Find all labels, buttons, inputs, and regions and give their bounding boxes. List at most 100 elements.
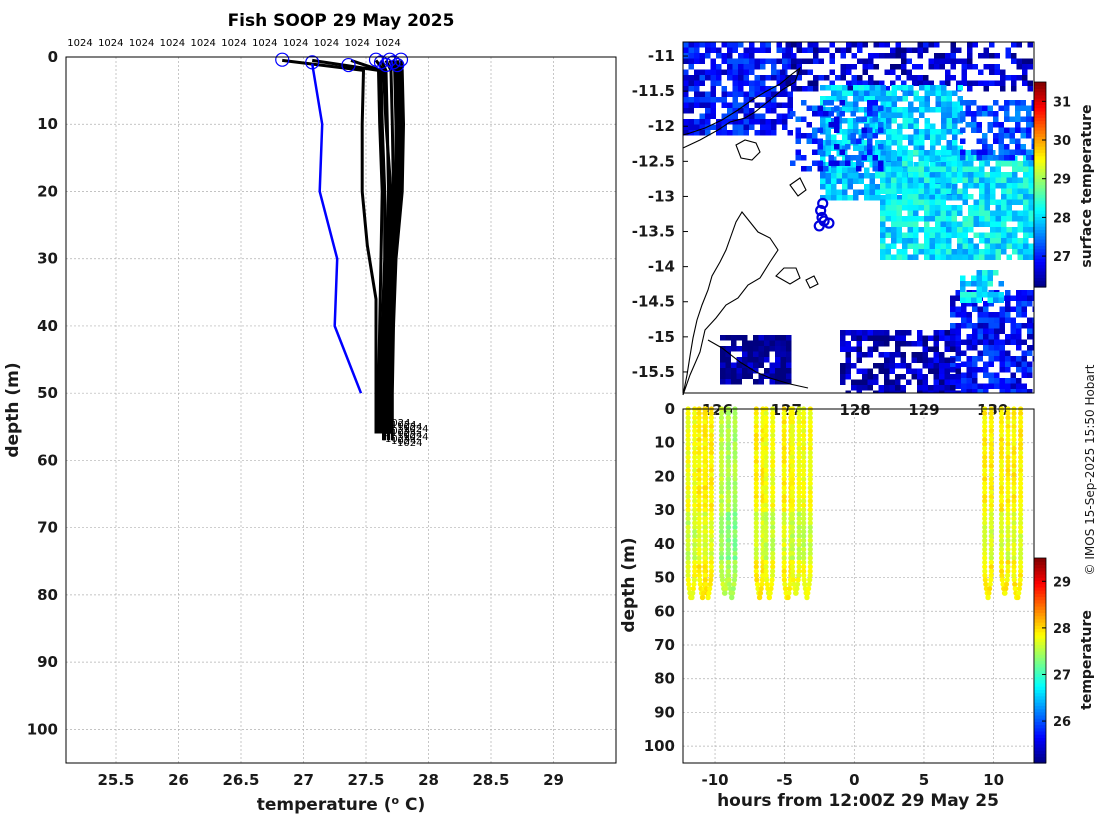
depth-time-point (781, 480, 787, 487)
sst-pixel (983, 53, 989, 59)
sst-pixel (995, 161, 1001, 167)
sst-pixel (993, 133, 999, 139)
sst-pixel (918, 177, 924, 183)
sst-pixel (908, 134, 914, 140)
sst-pixel (950, 335, 956, 341)
sst-pixel (1028, 210, 1034, 216)
depth-time-point (796, 511, 802, 517)
depth-time-point (793, 590, 799, 596)
temperature-colorbar-segment (1034, 695, 1046, 700)
depth-time-point (718, 520, 725, 526)
sst-pixel (933, 374, 939, 380)
depth-time-point (998, 467, 1005, 473)
sst-pixel (710, 75, 716, 81)
sst-pixel (895, 47, 901, 53)
depth-time-point (988, 445, 994, 451)
sst-pixel (824, 75, 830, 81)
sst-pixel (924, 183, 930, 189)
sst-pixel (845, 363, 851, 369)
sst-pixel (908, 173, 914, 179)
depth-time-point (753, 454, 759, 460)
depth-time-point (708, 437, 715, 443)
sst-pixel (1006, 227, 1012, 233)
sst-pixel (907, 221, 913, 227)
sst-pixel (891, 183, 897, 189)
sst-pixel (908, 107, 914, 113)
sst-pixel (856, 155, 862, 161)
depth-time-point (725, 537, 732, 544)
sst-pixel (999, 328, 1005, 334)
depth-time-point (696, 454, 702, 460)
depth-time-point (702, 524, 708, 530)
sst-pixel (787, 64, 793, 70)
sst-pixel (906, 379, 912, 385)
sst-pixel (983, 372, 989, 378)
sst-pixel (950, 346, 956, 352)
sst-pixel (983, 383, 989, 389)
sst-pixel (842, 85, 848, 91)
sst-pixel (1020, 149, 1026, 155)
sst-pixel (791, 75, 797, 81)
depth-time-point (763, 546, 769, 552)
depth-time-point (988, 555, 994, 561)
sst-pixel (1028, 227, 1034, 233)
sst-pixel (796, 69, 802, 75)
sst-pixel (962, 238, 968, 244)
sst-pixel (933, 368, 939, 374)
sst-pixel (913, 166, 919, 172)
sst-pixel (941, 156, 947, 162)
sst-pixel (960, 138, 966, 144)
depth-time-point (1005, 454, 1011, 460)
sst-pixel (973, 254, 979, 260)
sst-pixel (1011, 75, 1017, 81)
sst-pixel (884, 374, 890, 380)
sst-pixel (907, 199, 913, 205)
sst-pixel (836, 178, 842, 184)
sst-pixel (851, 75, 857, 81)
depth-time-point (999, 572, 1005, 579)
sst-pixel (989, 42, 995, 48)
depth-time-point (692, 516, 698, 522)
sst-pixel (988, 323, 994, 329)
sst-pixel (907, 227, 913, 233)
sst-pixel (891, 134, 897, 140)
sst-pixel (736, 368, 742, 374)
sst-colorbar-segment (1034, 133, 1046, 138)
sst-pixel (785, 80, 791, 86)
sst-pixel (694, 124, 700, 130)
depth-time-point (1005, 564, 1011, 570)
sst-pixel (880, 96, 886, 102)
sst-pixel (853, 129, 859, 135)
top-drop-label: 1024 (375, 38, 400, 49)
depth-time-point (801, 432, 807, 438)
sst-pixel (977, 328, 983, 334)
sst-pixel (896, 227, 902, 233)
map-lon-tick: 128 (839, 401, 870, 419)
depth-time-point (696, 480, 702, 487)
depth-time-point (692, 511, 698, 517)
depth-time-point (998, 450, 1005, 456)
depth-time-point (789, 450, 796, 456)
sst-pixel (935, 107, 941, 113)
sst-pixel (995, 205, 1001, 211)
sst-pixel (984, 194, 990, 200)
sst-pixel (1021, 306, 1027, 312)
sst-pixel (842, 184, 848, 190)
sst-pixel (896, 254, 902, 260)
sst-pixel (933, 352, 939, 358)
sst-pixel (853, 96, 859, 102)
sst-pixel (1010, 378, 1016, 384)
sst-pixel (924, 227, 930, 233)
sst-pixel (1026, 155, 1032, 161)
sst-pixel (829, 58, 835, 64)
sst-pixel (924, 188, 930, 194)
sst-pixel (802, 86, 808, 92)
depth-time-point (725, 507, 732, 513)
depth-time-point (988, 476, 994, 482)
sst-pixel (984, 205, 990, 211)
depth-time-point (703, 581, 709, 587)
sst-pixel (972, 378, 978, 384)
depth-time-point (805, 590, 811, 596)
sst-pixel (895, 64, 901, 70)
depth-time-point (802, 581, 808, 587)
